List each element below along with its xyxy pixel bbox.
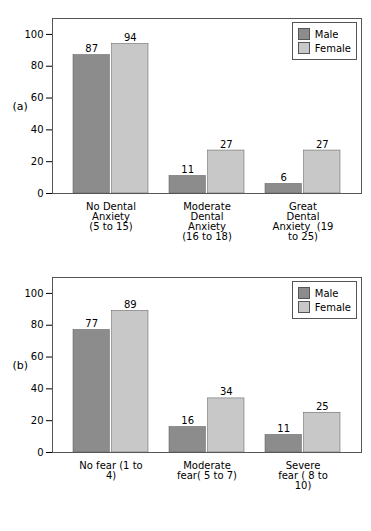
svg-text:No DentalAnxiety(5 to 15): No DentalAnxiety(5 to 15) <box>86 201 136 232</box>
svg-text:Severefear ( 8 to10): Severefear ( 8 to10) <box>278 460 328 491</box>
svg-text:11: 11 <box>277 423 290 434</box>
svg-text:20: 20 <box>31 156 44 167</box>
svg-text:ModerateDentalAnxiety(16 to 18: ModerateDentalAnxiety(16 to 18) <box>182 201 232 242</box>
svg-text:Moderatefear( 5 to 7): Moderatefear( 5 to 7) <box>177 460 237 481</box>
html-text:Female: Female <box>314 42 351 54</box>
svg-text:6: 6 <box>281 172 287 183</box>
svg-text:94: 94 <box>124 32 137 43</box>
svg-text:89: 89 <box>124 299 137 310</box>
svg-text:80: 80 <box>31 319 44 330</box>
svg-text:80: 80 <box>31 60 44 71</box>
svg-text:(b): (b) <box>13 359 29 372</box>
svg-text:27: 27 <box>220 139 233 150</box>
svg-text:No fear (1 to4): No fear (1 to4) <box>79 460 142 481</box>
html-text:Male: Male <box>314 287 339 299</box>
svg-text:(a): (a) <box>13 100 28 113</box>
svg-text:60: 60 <box>31 92 44 103</box>
svg-text:40: 40 <box>31 383 44 394</box>
svg-text:16: 16 <box>181 415 194 426</box>
svg-text:40: 40 <box>31 124 44 135</box>
svg-text:34: 34 <box>220 386 233 397</box>
svg-text:0: 0 <box>37 447 43 458</box>
svg-text:11: 11 <box>181 164 194 175</box>
svg-text:27: 27 <box>316 139 329 150</box>
svg-text:100: 100 <box>24 29 43 40</box>
svg-text:100: 100 <box>24 288 43 299</box>
svg-text:0: 0 <box>37 188 43 199</box>
svg-text:25: 25 <box>316 401 329 412</box>
svg-text:77: 77 <box>85 318 98 329</box>
html-text:Male: Male <box>314 28 339 40</box>
svg-text:20: 20 <box>31 415 44 426</box>
svg-text:GreatDentalAnxiety (19to 25): GreatDentalAnxiety (19to 25) <box>273 201 334 242</box>
svg-text:87: 87 <box>85 43 98 54</box>
html-text:Female: Female <box>314 301 351 313</box>
svg-text:60: 60 <box>31 351 44 362</box>
